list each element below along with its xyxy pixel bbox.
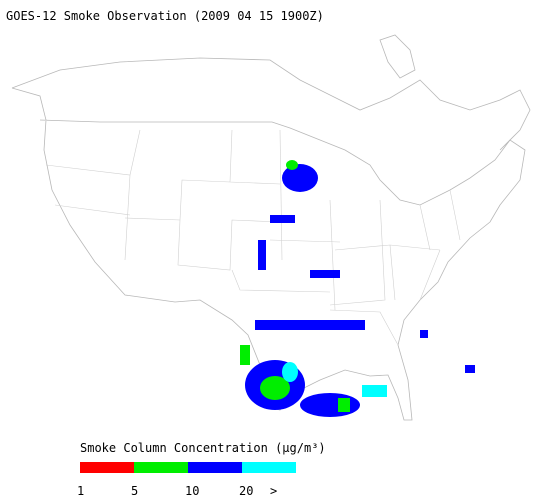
map-title: GOES-12 Smoke Observation (2009 04 15 19… (6, 9, 324, 23)
legend-tick-label: 1 (77, 484, 84, 498)
legend-title: Smoke Column Concentration (μg/m³) (80, 441, 326, 455)
color-swatch (134, 462, 188, 473)
legend: Smoke Column Concentration (μg/m³) 1 5 10 2… (77, 441, 326, 498)
legend-tick-label: > (270, 484, 277, 498)
legend-tick-label: 20 (239, 484, 253, 498)
color-swatch (80, 462, 134, 473)
smoke-plumes (240, 160, 475, 417)
base-map (11, 34, 531, 421)
color-swatch (188, 462, 242, 473)
legend-tick-label: 10 (185, 484, 199, 498)
legend-tick-label: 5 (131, 484, 138, 498)
color-swatch (242, 462, 296, 473)
